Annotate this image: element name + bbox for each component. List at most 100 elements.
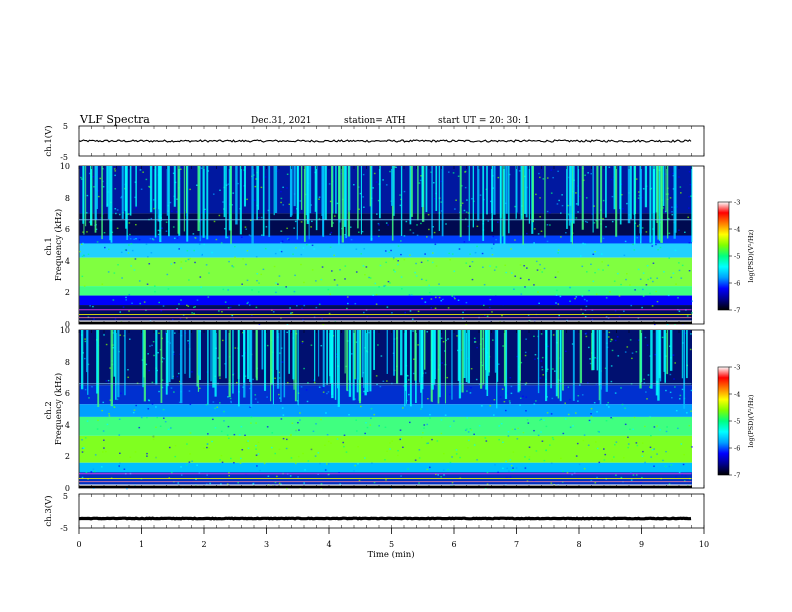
spectrogram-speckle <box>575 296 578 298</box>
spectrogram-speckle <box>447 338 449 340</box>
spectrogram-streak <box>673 166 676 239</box>
spectrogram-speckle <box>690 195 692 197</box>
spectrogram-speckle <box>551 436 554 439</box>
spectrogram-speckle <box>535 400 537 402</box>
spectrogram-speckle <box>543 459 546 462</box>
spectrogram-speckle <box>586 300 588 302</box>
spectrogram-speckle <box>441 362 444 364</box>
spectrogram-speckle <box>569 398 571 401</box>
spectrogram-streak <box>326 330 329 385</box>
ch1-ylabel-line2: Frequency (kHz) <box>53 209 64 281</box>
spectrogram-speckle <box>302 452 304 455</box>
spectrogram-speckle <box>461 202 464 204</box>
spectrogram-speckle <box>647 278 649 281</box>
spectrogram-speckle <box>528 278 530 281</box>
spectrogram-speckle <box>460 185 463 187</box>
spectrogram-speckle <box>255 454 258 456</box>
spectrogram-speckle <box>220 430 223 433</box>
spectrogram-speckle <box>436 440 439 442</box>
spectrogram-speckle <box>295 429 298 431</box>
spectrogram-speckle <box>180 267 182 269</box>
spectrogram-speckle <box>229 397 232 400</box>
spectrogram-speckle <box>481 348 484 351</box>
spectrogram-streak <box>658 166 661 241</box>
spectrogram-speckle <box>275 282 277 284</box>
spectrogram-streak <box>290 166 293 216</box>
spectrogram-streak <box>113 330 116 377</box>
spectrogram-streak <box>544 166 546 238</box>
spectrogram-speckle <box>586 271 588 273</box>
spectrogram-speckle <box>185 463 188 466</box>
spectrogram-speckle <box>107 271 110 273</box>
spectrogram-speckle <box>328 183 331 185</box>
spectrogram-speckle <box>688 424 691 427</box>
spectrogram-streak <box>640 166 642 242</box>
spectrogram-speckle <box>455 449 458 451</box>
spectrogram-speckle <box>357 231 360 233</box>
spectrogram-speckle <box>522 395 524 398</box>
colorbar-tick-label: -5 <box>734 418 740 426</box>
spectrogram-speckle <box>245 228 248 230</box>
spectrogram-speckle <box>440 210 443 212</box>
spectrogram-speckle <box>253 199 256 201</box>
spectrogram-speckle <box>201 253 203 255</box>
spectrogram-streak <box>129 166 132 216</box>
spectrogram-speckle <box>528 456 531 458</box>
spectrogram-speckle <box>291 311 294 314</box>
spectrogram-speckle <box>255 448 257 450</box>
x-tick-label: 2 <box>201 540 206 549</box>
spectrogram-speckle <box>669 345 671 347</box>
spectrogram-speckle <box>555 294 558 296</box>
spectrogram-speckle <box>429 414 431 416</box>
spectrogram-speckle <box>641 476 643 479</box>
spectrogram-speckle <box>397 449 399 452</box>
spectrogram-speckle <box>415 275 418 277</box>
spectrogram-streak <box>531 166 534 223</box>
spectrogram-speckle <box>143 301 146 303</box>
spectrogram-speckle <box>371 462 373 464</box>
spectrogram-speckle <box>334 215 336 217</box>
spectrogram-streak <box>125 166 128 229</box>
spectrogram-speckle <box>451 295 454 297</box>
spectrogram-speckle <box>451 253 454 255</box>
spectrogram-speckle <box>448 252 451 255</box>
spectrogram-speckle <box>645 231 648 233</box>
spectrogram-speckle <box>382 380 385 382</box>
spectrogram-speckle <box>444 414 447 416</box>
spectrogram-streak <box>360 166 362 235</box>
spectrogram-speckle <box>365 422 367 424</box>
spectrogram-speckle <box>470 387 472 389</box>
spectrogram-speckle <box>617 272 619 275</box>
spectrogram-speckle <box>346 307 348 310</box>
spectrogram-speckle <box>471 261 474 263</box>
spectrogram-speckle <box>366 426 369 429</box>
spectrogram-speckle <box>527 314 530 316</box>
spectrogram-speckle <box>227 396 229 398</box>
spectrogram-speckle <box>533 242 535 244</box>
spectrogram-speckle <box>670 464 673 466</box>
spectrogram-speckle <box>258 323 261 325</box>
spectrogram-speckle <box>282 186 284 189</box>
spectrogram-speckle <box>453 270 456 272</box>
spectrogram-speckle <box>196 464 198 466</box>
spectrogram-streak <box>691 166 693 243</box>
spectrogram-speckle <box>687 484 689 487</box>
spectrogram-speckle <box>593 401 596 404</box>
spectrogram-speckle <box>514 275 517 277</box>
spectrogram-speckle <box>108 248 110 250</box>
spectrogram-streak <box>499 166 502 218</box>
spectrogram-speckle <box>242 331 244 334</box>
spectrogram-speckle <box>81 439 83 441</box>
spectrogram-speckle <box>318 218 321 220</box>
spectrogram-speckle <box>233 461 235 464</box>
spectrogram-speckle <box>482 266 484 268</box>
spectrogram-streak <box>143 330 146 378</box>
spectrogram-speckle <box>189 403 192 406</box>
spectrogram-speckle <box>690 333 692 335</box>
spectrogram-speckle <box>595 220 598 222</box>
spectrogram-speckle <box>195 184 198 186</box>
spectrogram-speckle <box>147 353 149 355</box>
spectrogram-speckle <box>166 273 169 276</box>
spectrogram-speckle <box>165 412 168 414</box>
spectrogram-speckle <box>511 428 514 431</box>
